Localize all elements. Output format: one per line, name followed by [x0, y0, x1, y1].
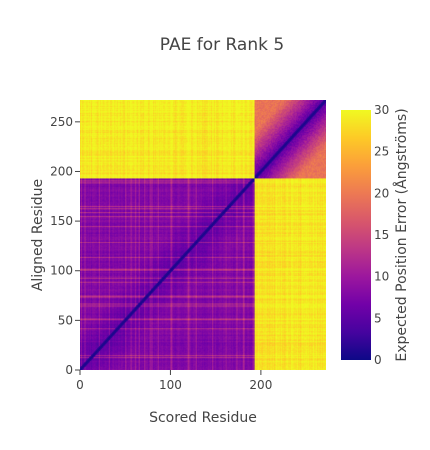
- y-tick-label: 0: [65, 363, 73, 377]
- colorbar-tick-label: 10: [374, 270, 389, 284]
- y-tick-label: 100: [50, 264, 73, 278]
- colorbar-tick-label: 5: [374, 311, 382, 325]
- y-tick-label: 200: [50, 164, 73, 178]
- y-axis-title: Aligned Residue: [30, 179, 46, 291]
- colorbar: 0 5 10 15 20 25 30 Expected Position Error (Ån…: [341, 103, 410, 367]
- colorbar-title: Expected Position Error (Ångströms): [393, 108, 410, 361]
- pae-heatmap-image: [80, 100, 326, 370]
- colorbar-tick-label: 15: [374, 228, 389, 242]
- colorbar-tick-label: 25: [374, 145, 389, 159]
- y-tick-label: 150: [50, 214, 73, 228]
- x-axis: 0 100 200: [76, 370, 272, 392]
- x-tick-label: 200: [249, 378, 272, 392]
- colorbar-tick-label: 0: [374, 353, 382, 367]
- heatmap: [80, 100, 326, 370]
- x-axis-title: Scored Residue: [149, 410, 257, 426]
- y-axis: 0 50 100 150 200 250: [50, 115, 80, 377]
- x-tick-label: 100: [159, 378, 182, 392]
- colorbar-tick-label: 30: [374, 103, 389, 117]
- y-tick-label: 50: [58, 313, 73, 327]
- x-tick-label: 0: [76, 378, 84, 392]
- colorbar-ticks: 0 5 10 15 20 25 30: [374, 103, 389, 367]
- colorbar-bar: [341, 110, 371, 360]
- chart-title: PAE for Rank 5: [160, 35, 284, 55]
- colorbar-tick-label: 20: [374, 186, 389, 200]
- y-tick-label: 250: [50, 115, 73, 129]
